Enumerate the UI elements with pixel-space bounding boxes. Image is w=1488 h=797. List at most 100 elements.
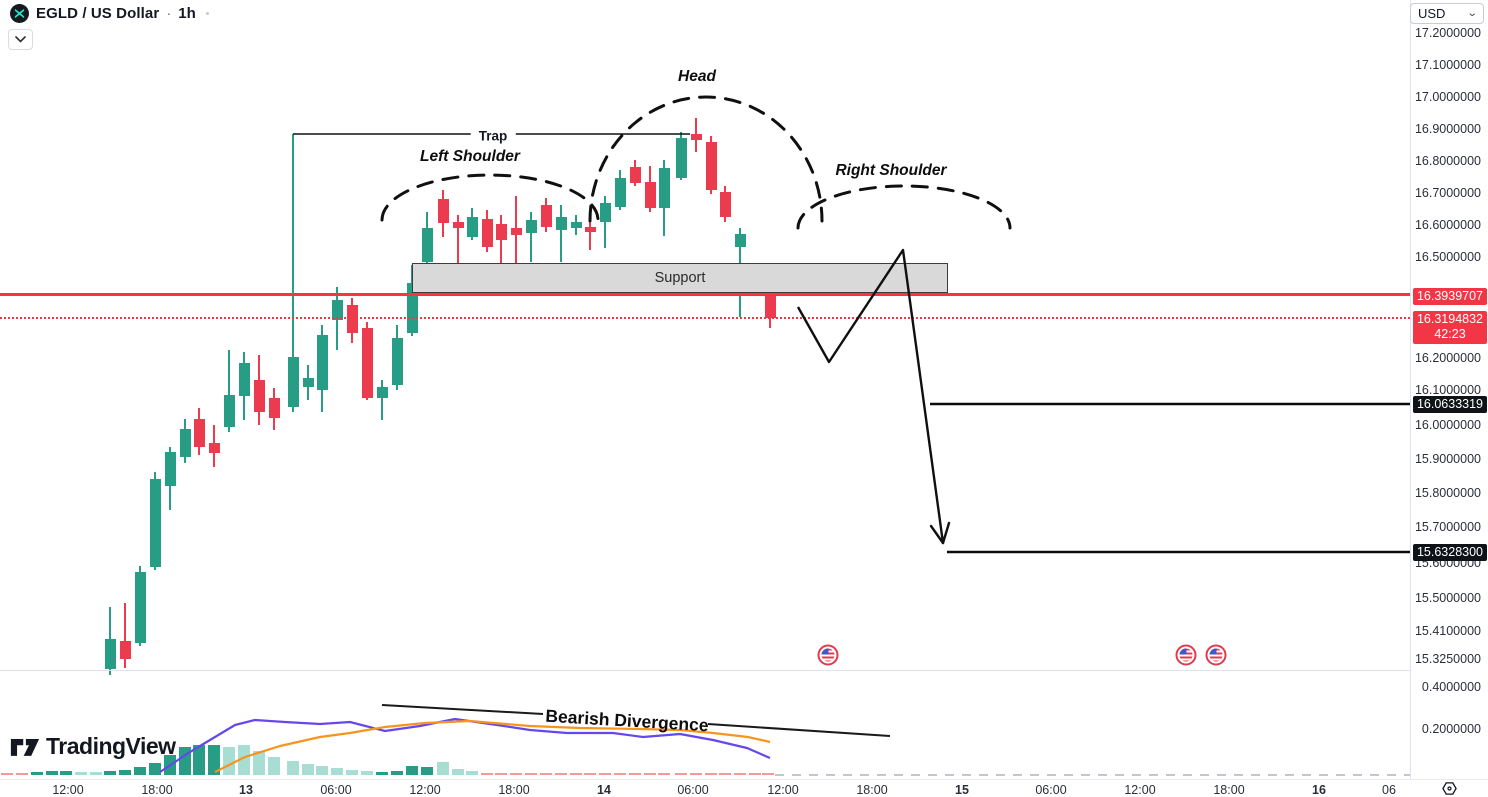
candle-wick bbox=[228, 350, 230, 432]
us-flag-canton bbox=[821, 648, 829, 655]
volume-bar bbox=[119, 770, 131, 775]
candle-body bbox=[630, 167, 641, 183]
volume-bar bbox=[570, 773, 582, 775]
tradingview-logo-icon bbox=[10, 738, 40, 756]
volume-bar bbox=[149, 763, 161, 775]
time-tick: 06:00 bbox=[677, 783, 709, 797]
volume-bar bbox=[481, 773, 493, 775]
us-economic-event-flag-icon[interactable] bbox=[817, 644, 839, 666]
us-flag-stripes bbox=[1179, 648, 1193, 662]
volume-bar bbox=[75, 772, 87, 775]
candle-body bbox=[288, 357, 299, 407]
more-dot-icon[interactable] bbox=[205, 12, 209, 15]
us-economic-event-flag-icon[interactable] bbox=[1205, 644, 1227, 666]
chevron-down-icon: ⌄ bbox=[1466, 8, 1478, 19]
candle-body bbox=[735, 234, 746, 247]
volume-bar bbox=[466, 771, 478, 775]
candle-body bbox=[615, 178, 626, 207]
volume-bar bbox=[525, 773, 537, 775]
candle-body bbox=[362, 328, 373, 398]
candle-body bbox=[571, 222, 582, 228]
candle-body bbox=[496, 224, 507, 240]
us-economic-event-flag-icon[interactable] bbox=[1175, 644, 1197, 666]
time-tick: 18:00 bbox=[856, 783, 888, 797]
time-tick: 12:00 bbox=[52, 783, 84, 797]
time-tick: 06:00 bbox=[1035, 783, 1067, 797]
price-tick: 16.7000000 bbox=[1414, 186, 1481, 200]
volume-bar bbox=[134, 767, 146, 775]
price-tick: 17.2000000 bbox=[1414, 26, 1481, 40]
target1-badge: 16.0633319 bbox=[1413, 396, 1487, 413]
egld-coin-icon bbox=[10, 4, 29, 23]
support-zone-label: Support bbox=[654, 270, 706, 286]
pane-separator[interactable] bbox=[0, 670, 1488, 671]
candle-wick bbox=[457, 215, 459, 268]
last-price-dotted-line bbox=[0, 317, 1410, 319]
price-tick: 16.1000000 bbox=[1414, 383, 1481, 397]
tradingview-wordmark: TradingView bbox=[46, 733, 176, 759]
volume-bar bbox=[1, 773, 13, 775]
candle-body bbox=[194, 419, 205, 447]
price-tick: 15.4100000 bbox=[1414, 624, 1481, 638]
volume-bar bbox=[719, 773, 731, 775]
chart-canvas[interactable]: Support Head Left Shoulder Right Shoulde… bbox=[0, 0, 1410, 779]
us-flag-canton bbox=[1209, 648, 1217, 655]
price-tick: 0.4000000 bbox=[1421, 680, 1481, 694]
symbol-row[interactable]: EGLD / US Dollar · 1h bbox=[10, 4, 209, 23]
time-tick: 12:00 bbox=[409, 783, 441, 797]
symbol-title[interactable]: EGLD / US Dollar bbox=[36, 5, 160, 22]
price-tick: 17.0000000 bbox=[1414, 90, 1481, 104]
candle-body bbox=[676, 138, 687, 178]
candle-wick bbox=[500, 215, 502, 292]
price-tick: 16.5000000 bbox=[1414, 250, 1481, 264]
candle-body bbox=[438, 199, 449, 223]
currency-dropdown[interactable]: USD ⌄ bbox=[1410, 3, 1484, 24]
tradingview-watermark[interactable]: TradingView bbox=[10, 733, 176, 760]
price-axis[interactable]: 17.2000000 17.1000000 17.0000000 16.9000000… bbox=[1410, 0, 1488, 779]
us-flag-canton bbox=[1179, 648, 1187, 655]
volume-bar bbox=[391, 771, 403, 775]
candle-body bbox=[180, 429, 191, 457]
neckline-horizontal-line[interactable] bbox=[0, 293, 1410, 296]
candlestick-series bbox=[105, 118, 776, 675]
volume-bar bbox=[90, 772, 102, 775]
candle-body bbox=[407, 283, 418, 333]
volume-bar bbox=[734, 773, 746, 775]
candle-body bbox=[706, 142, 717, 190]
time-tick: 18:00 bbox=[141, 783, 173, 797]
candle-wick bbox=[381, 380, 383, 420]
us-flag-stripes bbox=[821, 648, 835, 662]
expand-legend-button[interactable] bbox=[8, 29, 33, 50]
us-flag-stripes bbox=[1209, 648, 1223, 662]
candle-body bbox=[556, 217, 567, 230]
time-axis-settings-button[interactable] bbox=[1439, 779, 1459, 797]
candle-body bbox=[224, 395, 235, 427]
volume-bar bbox=[555, 773, 567, 775]
price-tick: 15.8000000 bbox=[1414, 486, 1481, 500]
volume-bar bbox=[104, 771, 116, 775]
price-tick: 16.8000000 bbox=[1414, 154, 1481, 168]
candle-body bbox=[585, 227, 596, 232]
candle-body bbox=[105, 639, 116, 669]
time-axis[interactable]: 12:00 18:00 13 06:00 12:00 18:00 14 06:00 12:00 1… bbox=[0, 779, 1488, 797]
head-label[interactable]: Head bbox=[678, 68, 716, 85]
volume-bar bbox=[762, 773, 774, 775]
left-shoulder-label[interactable]: Left Shoulder bbox=[420, 148, 520, 165]
right-shoulder-label[interactable]: Right Shoulder bbox=[835, 162, 947, 179]
price-tick: 16.9000000 bbox=[1414, 122, 1481, 136]
time-tick: 18:00 bbox=[498, 783, 530, 797]
top-toolbar: EGLD / US Dollar · 1h bbox=[0, 0, 1410, 28]
volume-bar bbox=[705, 773, 717, 775]
candle-body bbox=[332, 300, 343, 320]
volume-bar bbox=[361, 771, 373, 775]
volume-bar bbox=[510, 773, 522, 775]
candle-body bbox=[659, 168, 670, 208]
last-price-badge: 16.3194832 42:23 bbox=[1413, 311, 1487, 344]
price-tick: 0.2000000 bbox=[1421, 722, 1481, 736]
candle-body bbox=[347, 305, 358, 333]
interval-label[interactable]: 1h bbox=[178, 5, 196, 22]
trap-label[interactable]: Trap bbox=[470, 128, 516, 144]
support-zone-rectangle[interactable]: Support bbox=[412, 263, 948, 293]
time-tick: 15 bbox=[955, 783, 969, 797]
